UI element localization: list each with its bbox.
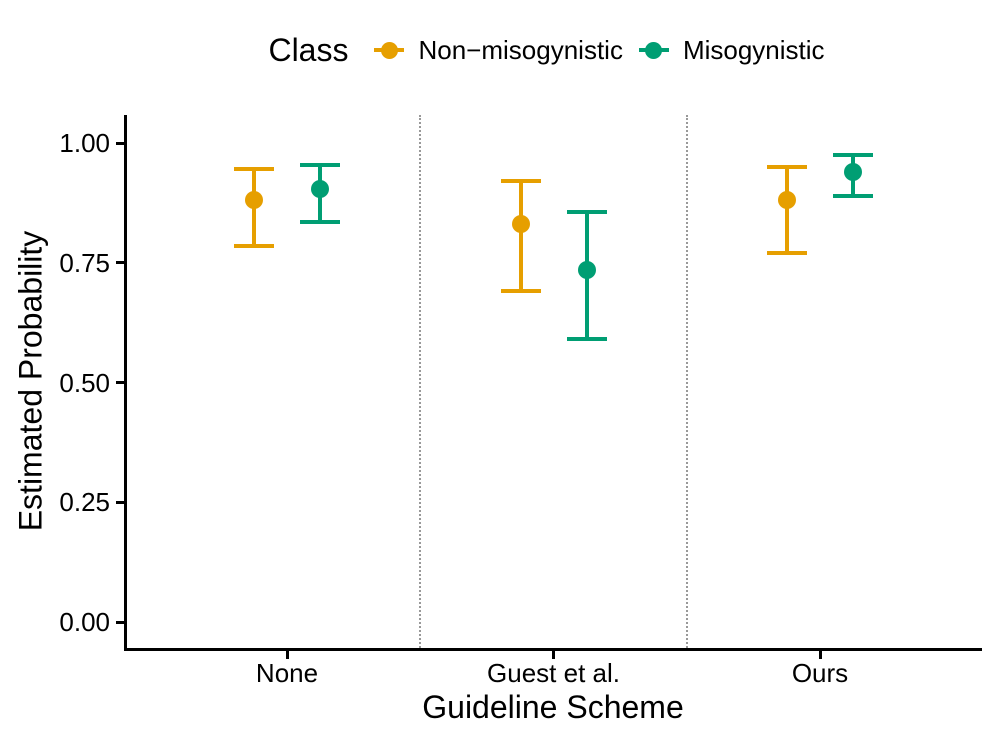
y-tick-mark [116,141,124,145]
pointrange-key-icon [638,37,669,63]
y-tick-mark [116,381,124,384]
legend-label-non-misogynistic: Non−misogynistic [418,34,623,65]
pointrange-non-misogynistic-0-cap-upper [234,167,274,172]
pointrange-non-misogynistic-2-point [778,191,796,210]
y-tick-label: 0.00 [59,607,110,637]
y-tick-label: 0.50 [59,367,110,398]
y-tick-mark [116,261,124,265]
legend-title: Class [268,31,349,68]
x-tick-mark [818,651,822,659]
key-dot [645,41,663,59]
pointrange-non-misogynistic-1-cap-lower [500,289,541,294]
pointrange-misogynistic-1-cap-upper [566,210,607,215]
pointrange-non-misogynistic-1-cap-upper [500,179,541,184]
pointrange-misogynistic-1-point [577,260,596,279]
pointrange-misogynistic-2-point [844,162,862,181]
pointrange-misogynistic-1-cap-lower [566,337,607,342]
category-separator-line [685,115,688,648]
pointrange-non-misogynistic-0-cap-lower [234,243,274,248]
pointrange-non-misogynistic-1-interval [518,181,523,292]
y-tick-mark [116,500,124,504]
pointrange-non-misogynistic-0-point [245,191,263,210]
pointrange-misogynistic-0-cap-lower [300,220,340,225]
key-dot [380,41,398,59]
pointrange-non-misogynistic-2-interval [785,166,789,254]
legend: Class Non−misogynistic Misogynistic [127,28,982,72]
pointrange-key-icon [374,37,405,63]
x-tick-mark [285,651,289,659]
legend-item-non-misogynistic: Non−misogynistic [374,34,623,66]
y-tick-label: 1.00 [59,128,110,158]
pointrange-non-misogynistic-1-point [511,215,530,234]
x-axis-line [124,648,982,651]
x-tick-label-ours: Ours [791,658,849,688]
pointrange-misogynistic-2-cap-lower [833,193,873,198]
y-tick-mark [116,620,124,624]
y-tick-label: 0.75 [59,247,110,278]
legend-item-misogynistic: Misogynistic [638,34,825,66]
x-tick-label-none: None [255,658,319,688]
plot-panel [127,115,982,648]
x-axis-title: Guideline Scheme [422,689,684,725]
x-tick-label-guest-et-al-: Guest et al. [487,658,620,688]
legend-label-misogynistic: Misogynistic [682,34,825,65]
pointrange-non-misogynistic-2-cap-lower [767,251,807,256]
category-separator-line [419,115,422,648]
y-axis-line [124,115,127,651]
pointrange-misogynistic-2-cap-upper [833,152,873,157]
y-tick-label: 0.25 [59,487,110,518]
pointrange-non-misogynistic-2-cap-upper [767,164,807,169]
pointrange-misogynistic-0-point [311,179,329,198]
pointrange-misogynistic-0-cap-upper [300,162,340,167]
x-tick-mark [552,651,555,659]
